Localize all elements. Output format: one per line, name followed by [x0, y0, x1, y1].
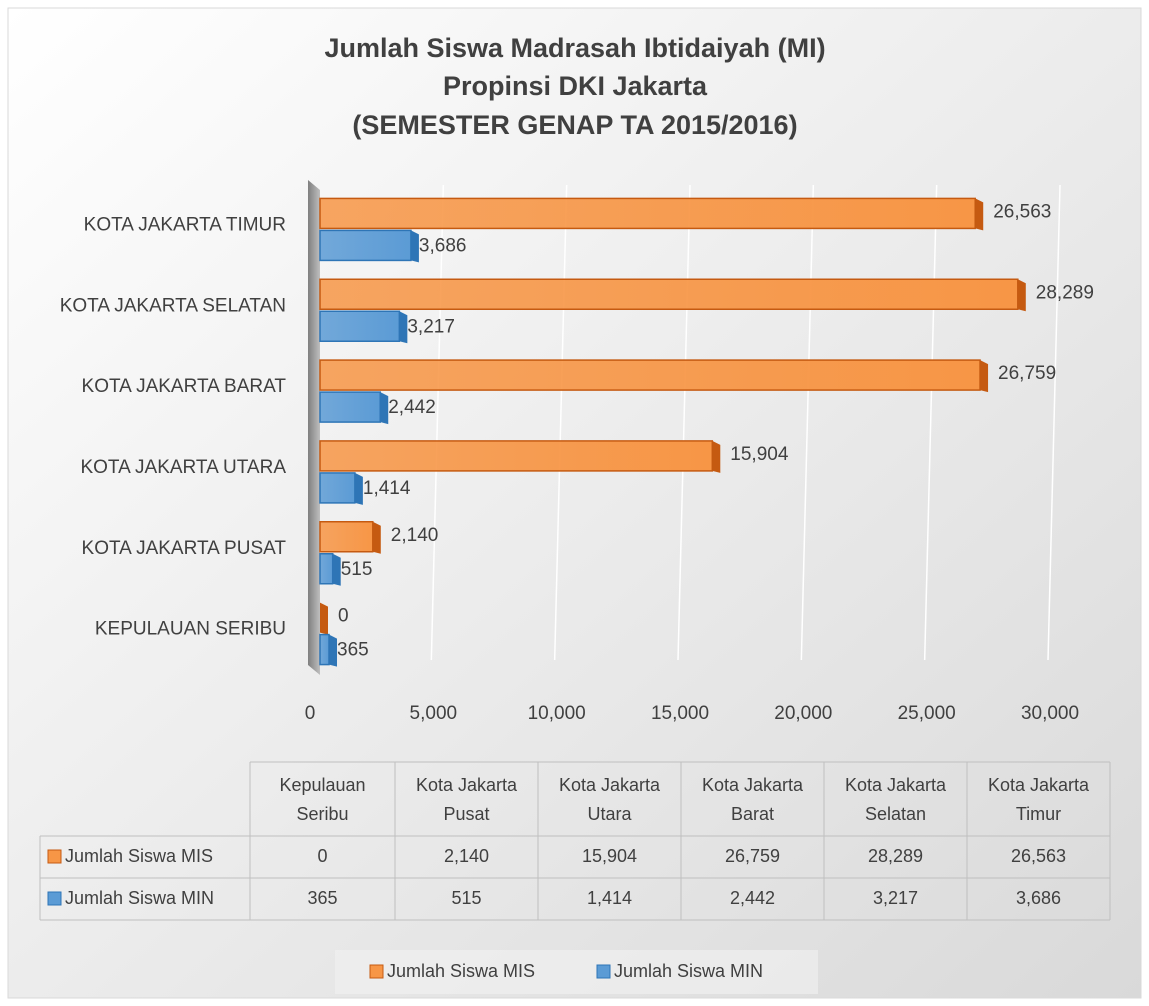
grid-line: [1047, 184, 1061, 661]
grid-line: [800, 184, 815, 661]
legend-label: Jumlah Siswa MIN: [614, 961, 763, 981]
table-header: Pusat: [443, 804, 489, 824]
bar-side: [354, 472, 363, 505]
x-tick-label: 20,000: [774, 703, 832, 724]
table-cell: 2,140: [444, 846, 489, 866]
table-cell: 3,217: [873, 888, 918, 908]
data-label: 26,759: [998, 363, 1056, 384]
data-label: 3,686: [419, 235, 467, 256]
bar-side: [1017, 279, 1026, 312]
table-header: Kota Jakarta: [702, 775, 804, 795]
table-cell: 26,759: [725, 846, 780, 866]
data-label: 1,414: [363, 478, 411, 499]
data-label: 515: [341, 559, 373, 580]
bar: [319, 359, 981, 391]
bar-side: [380, 392, 389, 425]
legend-key: [369, 964, 384, 979]
bar: [319, 197, 976, 230]
table-header: Kota Jakarta: [559, 775, 661, 795]
table-cell: 1,414: [587, 888, 632, 908]
chart-background: [7, 7, 1142, 999]
legend-key: [47, 849, 62, 864]
bar-side: [410, 230, 419, 263]
table-cell: 2,442: [730, 888, 775, 908]
legend-key: [596, 964, 611, 979]
table-row-label: Jumlah Siswa MIS: [65, 846, 213, 866]
y-tick-label: KEPULAUAN SERIBU: [95, 619, 286, 640]
bar-side: [332, 553, 341, 586]
legend-box: [335, 950, 818, 994]
x-tick-label: 30,000: [1021, 703, 1079, 724]
bar-side: [320, 602, 328, 635]
data-label: 26,563: [993, 201, 1051, 222]
table-header: Barat: [731, 804, 774, 824]
bar-side: [399, 311, 408, 344]
y-tick-label: KOTA JAKARTA TIMUR: [84, 214, 286, 235]
x-tick-label: 15,000: [651, 703, 709, 724]
table-cell: 15,904: [582, 846, 637, 866]
table-header: Timur: [1016, 804, 1061, 824]
table-cell: 515: [451, 888, 481, 908]
y-tick-label: KOTA JAKARTA UTARA: [80, 457, 286, 478]
grid-line: [677, 184, 691, 661]
data-label: 365: [337, 640, 369, 661]
data-label: 2,442: [388, 397, 436, 418]
chart-title: (SEMESTER GENAP TA 2015/2016): [352, 110, 797, 140]
table-row-label: Jumlah Siswa MIN: [65, 888, 214, 908]
y-tick-label: KOTA JAKARTA BARAT: [82, 376, 287, 397]
bar-side: [975, 198, 984, 231]
table-header: Selatan: [865, 804, 926, 824]
data-label: 15,904: [730, 444, 789, 465]
data-label: 0: [338, 606, 349, 627]
bar: [319, 521, 374, 553]
bar: [319, 391, 381, 423]
bar-side: [329, 634, 338, 667]
bar: [319, 440, 714, 472]
table-header: Seribu: [296, 804, 348, 824]
table-header: Kepulauan: [279, 775, 365, 795]
bar-side: [712, 440, 721, 473]
bar: [319, 278, 1019, 310]
table-header: Utara: [587, 804, 632, 824]
chart-title: Propinsi DKI Jakarta: [443, 71, 708, 101]
bar: [319, 310, 401, 342]
y-tick-label: KOTA JAKARTA PUSAT: [82, 538, 287, 559]
table-header: Kota Jakarta: [988, 775, 1090, 795]
table-cell: 28,289: [868, 846, 923, 866]
bar: [319, 472, 356, 504]
table-header: Kota Jakarta: [416, 775, 518, 795]
bar-side: [980, 360, 989, 393]
table-cell: 365: [307, 888, 337, 908]
table-header: Kota Jakarta: [845, 775, 947, 795]
table-cell: 26,563: [1011, 846, 1066, 866]
x-tick-label: 25,000: [898, 703, 956, 724]
axis-wall: [308, 180, 320, 675]
data-label: 2,140: [391, 525, 439, 546]
table-cell: 0: [317, 846, 327, 866]
grid-line: [923, 184, 938, 661]
data-label: 3,217: [407, 316, 455, 337]
y-tick-label: KOTA JAKARTA SELATAN: [60, 295, 286, 316]
grid-line: [430, 184, 445, 661]
x-tick-label: 10,000: [528, 703, 586, 724]
x-tick-label: 0: [305, 703, 316, 724]
legend-key: [47, 891, 62, 906]
data-label: 28,289: [1036, 282, 1094, 303]
chart-title: Jumlah Siswa Madrasah Ibtidaiyah (MI): [324, 33, 825, 63]
table-cell: 3,686: [1016, 888, 1061, 908]
grid-line: [553, 184, 568, 661]
bar: [319, 633, 330, 666]
bar: [319, 229, 412, 262]
bar: [319, 553, 334, 585]
bar-side: [372, 521, 381, 554]
x-tick-label: 5,000: [410, 703, 458, 724]
legend-label: Jumlah Siswa MIS: [387, 961, 535, 981]
